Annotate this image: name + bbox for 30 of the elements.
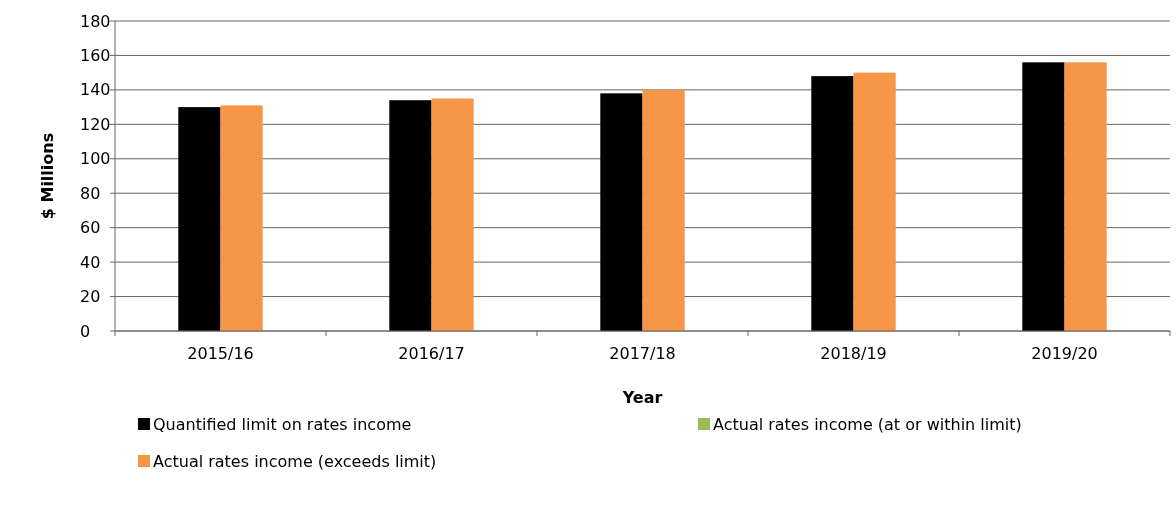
y-tick-label: 180 <box>80 11 111 31</box>
bar <box>220 105 263 331</box>
bar <box>600 93 643 331</box>
x-axis-title: Year <box>621 388 663 407</box>
bar <box>1022 62 1065 331</box>
x-tick-label: 2018/19 <box>820 344 887 363</box>
x-tick-label: 2017/18 <box>609 344 676 363</box>
bar <box>1064 62 1107 331</box>
bar <box>811 76 854 331</box>
y-tick-label: 80 <box>80 183 101 203</box>
y-tick-label: 120 <box>80 114 111 134</box>
y-tick-label: 20 <box>80 287 101 307</box>
bar <box>642 89 685 331</box>
y-tick-label: 160 <box>80 46 111 66</box>
bar <box>853 72 896 331</box>
legend-label: Actual rates income (exceeds limit) <box>153 451 437 471</box>
bar <box>431 98 474 331</box>
y-tick-label: 140 <box>80 80 111 100</box>
x-tick-label: 2015/16 <box>187 344 254 363</box>
y-axis-title: $ Millions <box>38 132 57 220</box>
bar <box>178 107 221 331</box>
x-tick-label: 2016/17 <box>398 344 465 363</box>
y-tick-label: 40 <box>80 252 101 272</box>
legend-label: Actual rates income (at or within limit) <box>713 414 1022 434</box>
bar <box>389 100 432 331</box>
y-tick-label: 0 <box>80 321 91 341</box>
legend-label: Quantified limit on rates income <box>153 414 412 434</box>
y-tick-label: 100 <box>80 149 111 169</box>
y-tick-label: 60 <box>80 218 101 238</box>
x-tick-label: 2019/20 <box>1031 344 1098 363</box>
